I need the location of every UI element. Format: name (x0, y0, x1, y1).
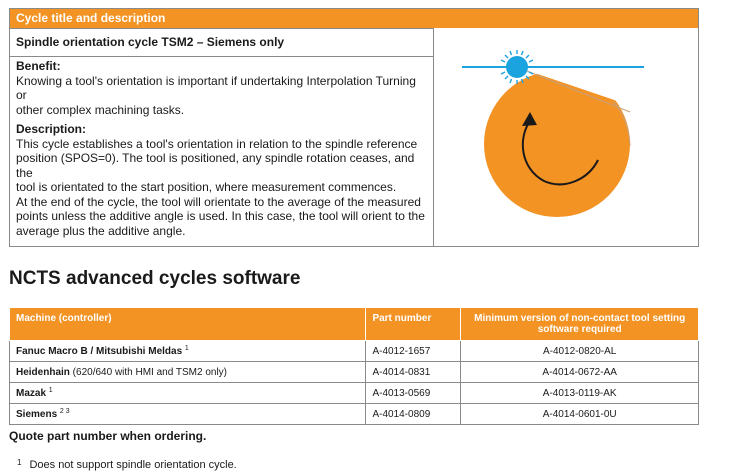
benefit-line: other complex machining tasks. (16, 102, 185, 117)
part-number-cell: A-4014-0831 (365, 361, 462, 383)
min-version-cell: A-4013-0119-AK (460, 382, 699, 404)
table-header-row: Machine (controller) Part number Minimum… (8, 307, 699, 341)
footnote-ref: 2 3 (59, 408, 70, 415)
description-line: At the end of the cycle, the tool will o… (16, 194, 421, 209)
section-title: NCTS advanced cycles software (9, 268, 301, 289)
footnote-text: Does not support spindle orientation cyc… (29, 459, 237, 471)
footnote: 1 Does not support spindle orientation cy… (17, 458, 237, 471)
description-line: average plus the additive angle. (16, 223, 186, 238)
column-header-min-version: Minimum version of non-contact tool sett… (460, 307, 699, 341)
sensor-burst-icon (500, 50, 534, 84)
cycle-description: Benefit: Knowing a tool's orientation is… (16, 59, 428, 238)
disc-cutout (517, 46, 632, 106)
quote-note: Quote part number when ordering. (9, 429, 207, 443)
min-version-cell: A-4012-0820-AL (460, 340, 699, 362)
machine-cell: Mazak 1 (8, 382, 367, 404)
part-number-cell: A-4013-0569 (365, 382, 462, 404)
part-number-cell: A-4014-0809 (365, 403, 462, 425)
min-version-cell: A-4014-0601-0U (460, 403, 699, 425)
table-row: Siemens 2 3 A-4014-0809 A-4014-0601-0U (8, 403, 699, 425)
cutout-edge (516, 66, 631, 113)
description-line: points unless the additive angle is used… (16, 209, 425, 223)
benefit-heading: Benefit: (16, 59, 61, 73)
footnote-ref: 1 (48, 387, 53, 394)
footnote-ref: 1 (184, 345, 189, 352)
cycle-card-header: Cycle title and description (10, 9, 698, 28)
parts-table: Machine (controller) Part number Minimum… (8, 307, 699, 425)
spindle-disc (484, 71, 630, 217)
card-divider (433, 28, 434, 247)
min-version-cell: A-4014-0672-AA (460, 361, 699, 383)
cycle-card: Cycle title and description Spindle orie… (9, 8, 699, 247)
table-row: Heidenhain (620/640 with HMI and TSM2 on… (8, 361, 699, 383)
column-header-machine: Machine (controller) (8, 307, 367, 341)
table-row: Mazak 1 A-4013-0569 A-4013-0119-AK (8, 382, 699, 404)
spindle-orientation-diagram-icon (462, 46, 644, 217)
machine-cell: Siemens 2 3 (8, 403, 367, 425)
description-line: tool is orientated to the start position… (16, 180, 397, 194)
machine-cell: Heidenhain (620/640 with HMI and TSM2 on… (8, 361, 367, 383)
rotation-arrow-icon (521, 112, 599, 186)
benefit-line: Knowing a tool's orientation is importan… (16, 73, 416, 103)
description-heading: Description: (16, 122, 87, 136)
description-line: position (SPOS=0). The tool is positione… (16, 151, 415, 180)
disc-outline (612, 100, 631, 147)
footnote-number: 1 (17, 458, 22, 467)
part-number-cell: A-4012-1657 (365, 340, 462, 362)
cycle-title: Spindle orientation cycle TSM2 – Siemens… (10, 28, 433, 57)
description-line: This cycle establishes a tool's orientat… (16, 136, 418, 151)
machine-cell: Fanuc Macro B / Mitsubishi Meldas 1 (8, 340, 367, 362)
column-header-part: Part number (365, 307, 462, 341)
table-row: Fanuc Macro B / Mitsubishi Meldas 1 A-40… (8, 340, 699, 362)
